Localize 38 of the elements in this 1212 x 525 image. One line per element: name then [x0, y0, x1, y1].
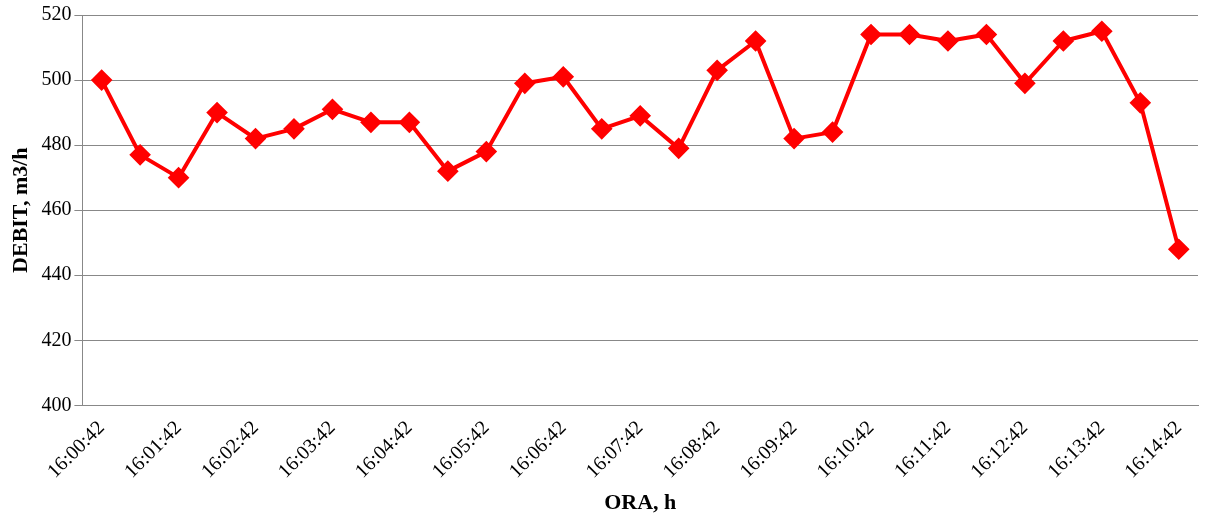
y-tick-label: 420 [41, 327, 72, 350]
point [322, 99, 343, 120]
point [591, 118, 612, 139]
point [399, 112, 420, 133]
point [861, 24, 882, 45]
point [707, 60, 728, 81]
point [283, 118, 304, 139]
y-tick-label: 520 [41, 2, 72, 25]
point [630, 105, 651, 126]
point [476, 141, 497, 162]
y-tick-label: 460 [41, 197, 72, 220]
point [1091, 21, 1112, 42]
point [1130, 92, 1151, 113]
point [168, 167, 189, 188]
point [1053, 31, 1074, 52]
point [1168, 239, 1189, 260]
point [553, 66, 574, 87]
point [437, 161, 458, 182]
x-axis-title: ORA, h [604, 489, 677, 515]
point [822, 122, 843, 143]
point [514, 73, 535, 94]
point [899, 24, 920, 45]
point [745, 31, 766, 52]
point [937, 31, 958, 52]
point [207, 102, 228, 123]
y-tick-label: 500 [41, 67, 72, 90]
point [668, 138, 689, 159]
point [245, 128, 266, 149]
point [784, 128, 805, 149]
point [1014, 73, 1035, 94]
y-axis-title: DEBIT, m3/h [6, 147, 32, 273]
y-tick-label: 400 [41, 392, 72, 415]
y-tick-label: 440 [41, 262, 72, 285]
point [976, 24, 997, 45]
point [91, 70, 112, 91]
point [130, 144, 151, 165]
y-tick-label: 480 [41, 132, 72, 155]
point [360, 112, 381, 133]
